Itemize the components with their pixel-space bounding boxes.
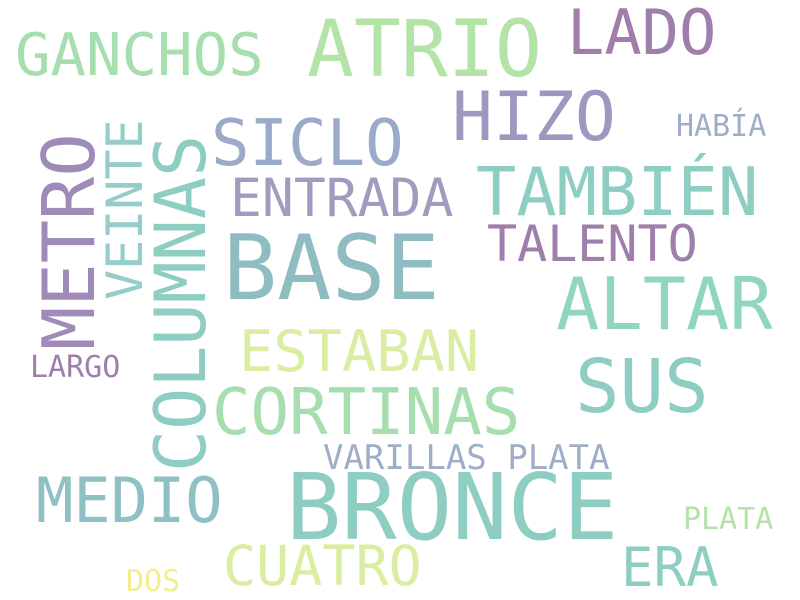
word-talento: TALENTO — [487, 215, 698, 273]
word-medio: MEDIO — [36, 464, 223, 537]
word-entrada: ENTRADA — [230, 168, 454, 229]
word-era: ERA — [621, 536, 719, 599]
word-hizo: HIZO — [452, 78, 616, 157]
word-dos: DOS — [126, 564, 181, 599]
word-metro: METRO — [27, 133, 111, 350]
word-habia: HABÍA — [676, 109, 767, 144]
word-columnas: COLUMNAS — [140, 134, 222, 472]
word-lado: LADO — [567, 0, 717, 69]
word-veinte: VEINTE — [96, 119, 154, 300]
word-tambien: TAMBIÉN — [476, 153, 759, 231]
word-sus: SUS — [575, 344, 709, 430]
word-estaban: ESTABAN — [239, 319, 480, 385]
word-plata: PLATA — [683, 502, 774, 537]
word-cuatro: CUATRO — [223, 534, 422, 598]
word-altar: ALTAR — [556, 262, 773, 346]
word-ganchos: GANCHOS — [15, 20, 264, 89]
word-largo: LARGO — [30, 350, 121, 385]
word-atrio: ATRIO — [307, 5, 542, 95]
word-siclo: SICLO — [211, 107, 404, 181]
word-bronce: BRONCE — [286, 454, 619, 561]
word-cortinas: CORTINAS — [212, 376, 521, 450]
word-varillas-plata: VARILLAS PLATA — [323, 438, 610, 478]
word-base: BASE — [223, 216, 440, 321]
